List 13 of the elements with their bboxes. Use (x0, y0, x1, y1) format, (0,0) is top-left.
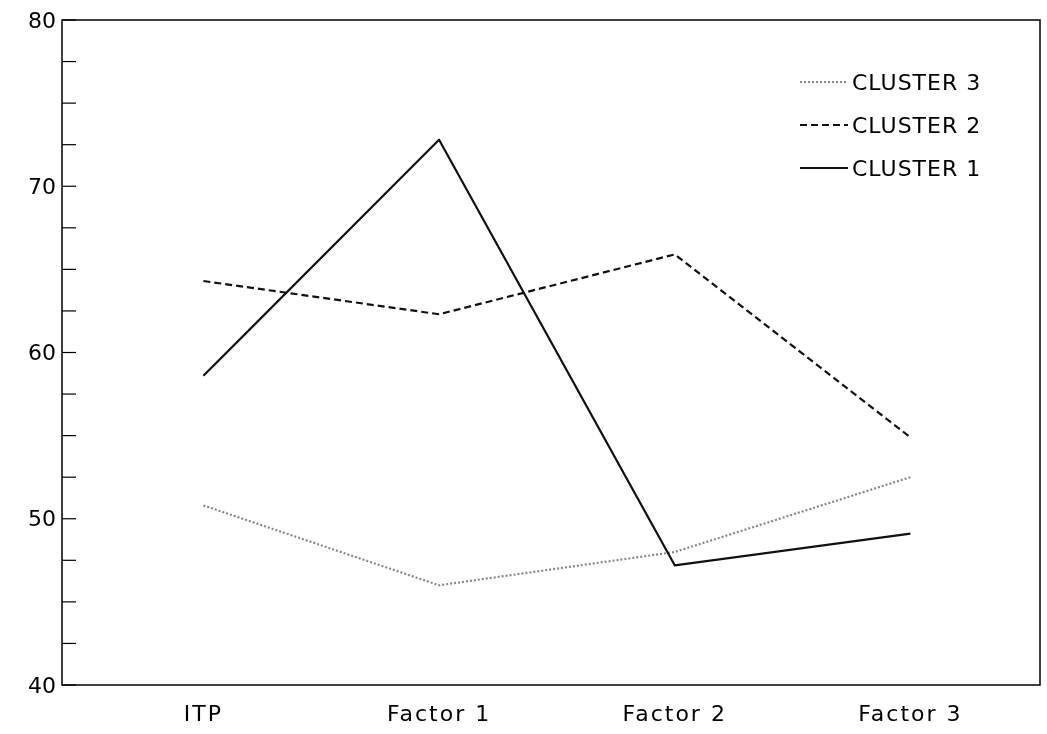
line-series (202, 476, 912, 587)
y-tick-label: 80 (28, 7, 56, 33)
y-tick-label: 60 (28, 340, 56, 366)
legend-label: CLUSTER 2 (852, 112, 982, 138)
x-tick-label: Factor 2 (622, 701, 727, 726)
x-tick-label: ITP (183, 701, 223, 726)
legend-label: CLUSTER 3 (852, 69, 982, 95)
x-tick-label: Factor 3 (858, 701, 963, 726)
legend-label: CLUSTER 1 (852, 155, 982, 181)
y-tick-label: 70 (28, 173, 56, 199)
y-tick-label: 50 (28, 506, 56, 532)
x-tick-label: Factor 1 (386, 701, 492, 726)
y-tick-label: 40 (28, 672, 56, 698)
